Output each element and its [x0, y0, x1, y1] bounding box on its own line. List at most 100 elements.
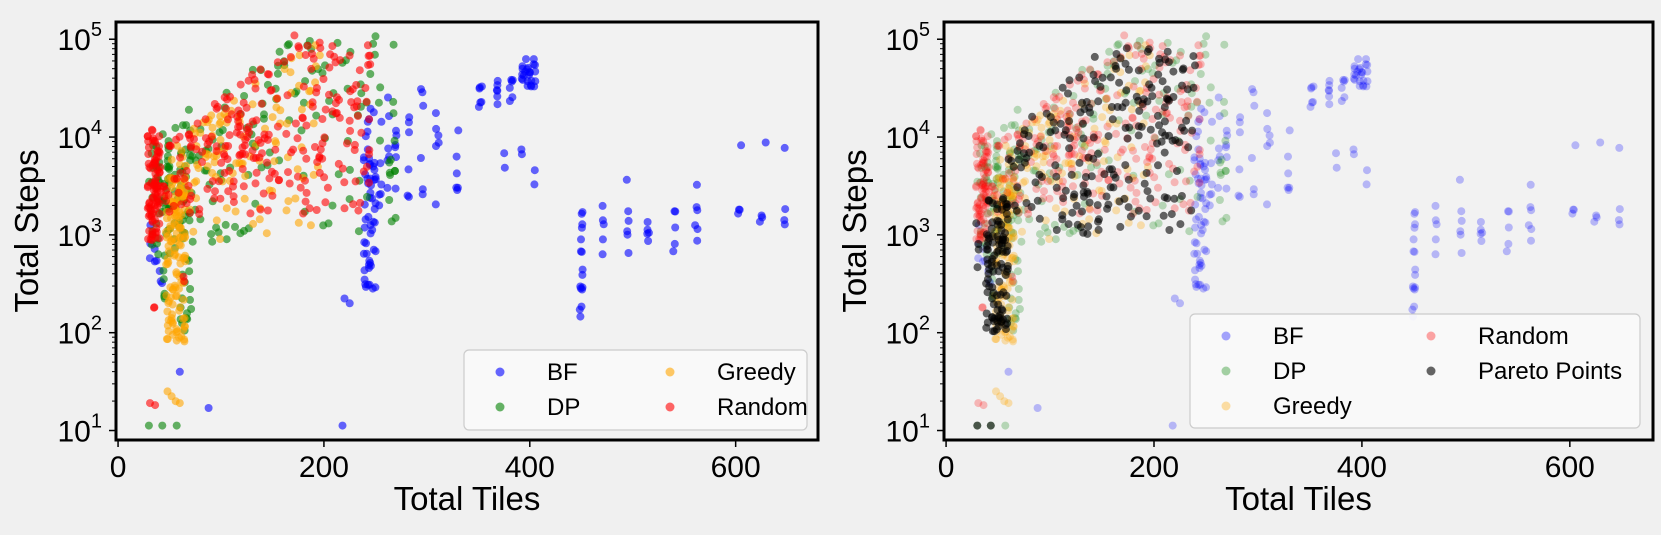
data-point [1079, 181, 1088, 190]
data-point [1154, 161, 1162, 170]
data-point [978, 303, 987, 312]
data-point [984, 148, 993, 157]
data-point [1307, 84, 1316, 93]
data-point [1107, 103, 1116, 111]
data-point [1196, 160, 1205, 169]
data-point [975, 212, 984, 221]
data-point [354, 206, 363, 215]
data-point [1028, 112, 1037, 121]
data-point [302, 154, 311, 163]
x-tick-label: 0 [938, 451, 955, 484]
data-point [1033, 404, 1042, 412]
data-point [1195, 154, 1204, 163]
data-point [976, 193, 985, 202]
data-point [369, 108, 378, 117]
data-point [299, 82, 308, 91]
data-point [1056, 106, 1065, 115]
data-point [1146, 125, 1155, 134]
data-point [531, 67, 540, 76]
data-point [419, 101, 428, 110]
data-point [144, 143, 153, 152]
data-point [1165, 226, 1174, 234]
data-point [1363, 77, 1372, 86]
data-point [1163, 47, 1172, 56]
data-point [781, 205, 790, 214]
data-point [155, 219, 164, 228]
data-point [577, 235, 585, 244]
data-point [993, 145, 1002, 154]
data-point [1031, 178, 1040, 187]
data-point [1182, 177, 1190, 186]
data-point [1018, 227, 1026, 236]
data-point [1308, 98, 1316, 107]
data-point [251, 179, 260, 188]
data-point [1105, 47, 1114, 56]
data-point [1094, 149, 1102, 158]
data-point [286, 53, 295, 61]
data-point [1216, 168, 1225, 177]
data-point [174, 213, 183, 222]
data-point [1187, 206, 1196, 215]
data-point [972, 204, 981, 213]
data-point [1198, 226, 1207, 234]
data-point [1007, 228, 1016, 237]
data-point [1022, 154, 1031, 163]
data-point [1069, 182, 1077, 191]
data-point [1008, 279, 1016, 287]
data-point [291, 194, 300, 203]
data-point [1004, 132, 1013, 141]
data-point [1183, 97, 1192, 106]
data-point [980, 153, 989, 162]
data-point [1075, 73, 1084, 82]
data-point [208, 169, 217, 177]
data-point [170, 174, 179, 183]
data-point [1003, 319, 1012, 328]
data-point [250, 75, 259, 84]
data-point [1094, 225, 1103, 234]
data-point [1590, 217, 1599, 226]
data-point [972, 132, 981, 141]
data-point [180, 174, 189, 183]
data-point [1037, 131, 1046, 140]
data-point [1179, 200, 1188, 209]
data-point [1504, 239, 1513, 248]
data-point [1145, 153, 1154, 162]
data-point [176, 303, 184, 312]
data-point [1355, 77, 1364, 86]
data-point [1340, 76, 1349, 85]
data-point [175, 333, 184, 342]
legend-label: DP [547, 394, 580, 421]
data-point [144, 150, 153, 159]
data-point [1197, 261, 1206, 270]
data-point [172, 325, 181, 334]
data-point [1284, 169, 1293, 178]
data-point [1411, 265, 1420, 274]
data-point [976, 232, 985, 241]
plot-frame [114, 20, 820, 442]
data-point [1202, 247, 1211, 256]
data-point [273, 58, 282, 67]
data-point [1527, 206, 1536, 215]
legend-label: Pareto Points [1478, 358, 1622, 385]
data-point [210, 158, 219, 167]
data-point [1049, 150, 1057, 158]
data-point [1155, 96, 1164, 105]
data-point [1526, 203, 1535, 212]
data-point [1000, 135, 1009, 144]
data-point [361, 84, 370, 92]
data-point [1069, 226, 1078, 235]
data-point [1072, 201, 1081, 210]
data-point [996, 311, 1004, 320]
data-point [1122, 86, 1131, 95]
data-point [1009, 278, 1018, 287]
data-point [171, 123, 180, 132]
data-point [369, 245, 378, 254]
data-point [1052, 172, 1061, 181]
data-point [1263, 109, 1272, 118]
data-point [975, 179, 984, 187]
data-point [1011, 255, 1020, 264]
data-point [389, 97, 398, 106]
data-point [1037, 123, 1046, 132]
data-point [1284, 152, 1292, 161]
data-point [312, 206, 321, 214]
